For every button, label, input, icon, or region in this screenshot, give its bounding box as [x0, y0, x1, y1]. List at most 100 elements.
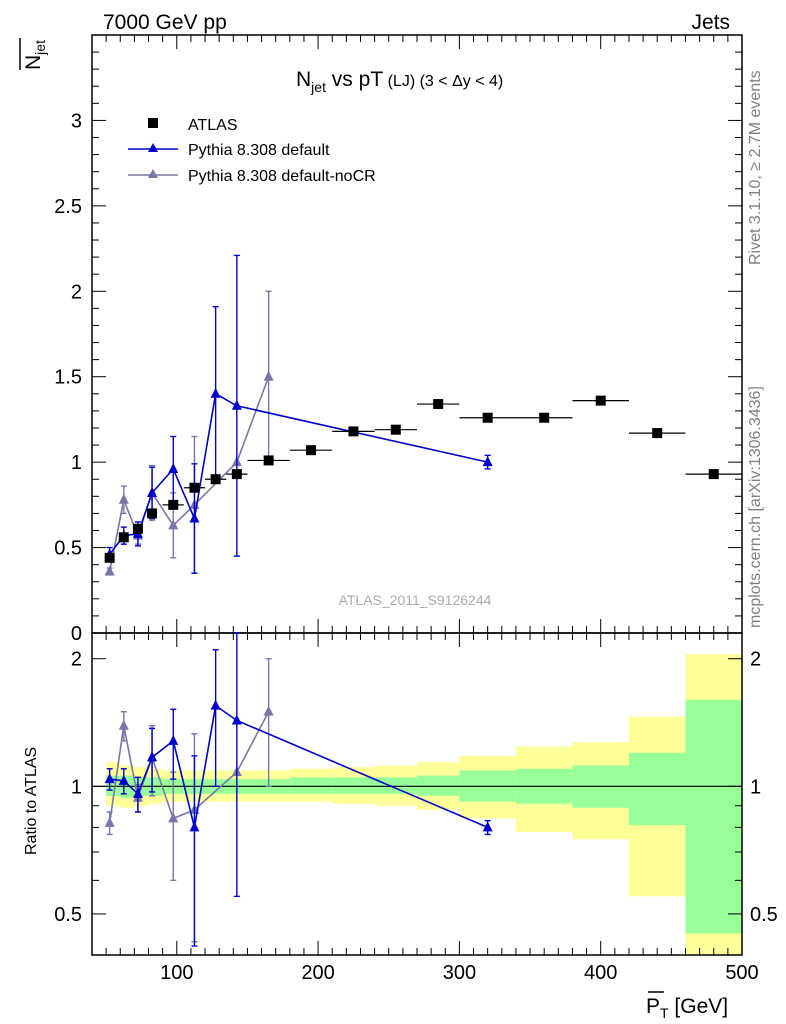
legend-marker-nocr: [148, 169, 158, 178]
mcplots-label: mcplots.cern.ch [arXiv:1306.3436]: [747, 386, 764, 628]
ratio-point-default: [104, 773, 115, 784]
ratio-line-nocr: [108, 711, 270, 823]
band-inner: [628, 752, 686, 826]
data-point-atlas: [390, 424, 401, 435]
ratio-point-default: [189, 821, 200, 832]
legend-marker-default: [148, 143, 158, 152]
main-line-default: [109, 392, 488, 555]
title-region: (LJ) (3 < Δy < 4): [383, 73, 503, 90]
ratio-point-nocr: [263, 705, 274, 716]
legend-marker-atlas: [148, 118, 158, 128]
ratio-ylabel: Ratio to ATLAS: [23, 747, 40, 855]
ylabel-jet-sub: jet: [32, 40, 48, 56]
ratio-ytick-label: 1: [71, 776, 82, 798]
legend: ATLAS Pythia 8.308 default Pythia 8.308 …: [128, 117, 376, 185]
ratio-ytick-label: 2: [71, 649, 82, 671]
main-point-nocr: [118, 493, 129, 504]
main-title: Njet vs pT (LJ) (3 < Δy < 4): [296, 68, 503, 95]
data-point-atlas: [708, 469, 719, 480]
band-inner: [289, 777, 333, 794]
legend-label-atlas: ATLAS: [188, 117, 238, 134]
ylabel-n: N: [22, 55, 45, 70]
main-ylabel: Njet: [19, 38, 48, 70]
rivet-label: Rivet 3.1.10, ≥ 2.7M events: [747, 70, 764, 265]
ratio-point-nocr: [118, 719, 129, 730]
main-point-nocr: [168, 519, 179, 530]
xlabel-t-sub: T: [660, 1005, 669, 1021]
ratio-ytick-label: 0.5: [54, 904, 82, 926]
main-point-default: [168, 462, 179, 473]
data-point-atlas: [118, 532, 129, 543]
ratio-point-default: [231, 714, 242, 725]
data-point-atlas: [168, 499, 179, 510]
data-point-atlas: [306, 445, 317, 456]
xtick-label: 100: [160, 962, 193, 984]
main-ytick-label: 2.5: [54, 196, 82, 218]
band-inner: [374, 777, 417, 794]
collision-label: 7000 GeV pp: [103, 11, 227, 34]
ratio-point-default: [168, 734, 179, 745]
data-point-atlas: [595, 395, 606, 406]
main-point-default: [147, 486, 158, 497]
ratio-point-default: [118, 774, 129, 785]
ratio-point-nocr: [168, 812, 179, 823]
ratio-ytick-label-right: 0.5: [750, 904, 778, 926]
svg-text:Njet: Njet: [22, 40, 48, 70]
main-ytick-label: 0.5: [54, 538, 82, 560]
ratio-point-nocr: [104, 816, 115, 827]
data-point-atlas: [104, 552, 115, 563]
data-point-atlas: [132, 523, 143, 534]
xtick-label: 400: [584, 962, 617, 984]
legend-label-default: Pythia 8.308 default: [188, 142, 330, 159]
band-inner: [332, 777, 375, 794]
data-point-atlas: [539, 412, 550, 423]
data-point-atlas: [482, 412, 493, 423]
title-vs-pt: vs pT: [326, 68, 383, 91]
ratio-bands: [92, 654, 742, 955]
main-point-nocr: [104, 565, 115, 576]
xtick-label: 300: [443, 962, 476, 984]
xtick-label: 200: [301, 962, 334, 984]
xtick-label: 500: [725, 962, 758, 984]
main-line-nocr: [108, 376, 270, 572]
data-point-atlas: [652, 428, 663, 439]
main-ytick-label: 2: [71, 281, 82, 303]
data-point-atlas: [189, 482, 200, 493]
xlabel-unit: [GeV]: [669, 995, 729, 1018]
process-label: Jets: [691, 11, 730, 34]
xlabel-p: P: [646, 995, 660, 1018]
ratio-ytick-label-right: 1: [750, 776, 761, 798]
main-point-default: [189, 512, 200, 523]
analysis-id: ATLAS_2011_S9126244: [339, 592, 492, 608]
axes: 0 0.5 1 1.5 2 2.5 3 100 200 300 400 500 0.5 0.5 1 1 2 2: [54, 34, 778, 984]
main-ytick-label: 1: [71, 452, 82, 474]
ratio-point-default: [132, 787, 143, 798]
legend-label-nocr: Pythia 8.308 default-noCR: [188, 168, 376, 185]
data-point-atlas: [433, 399, 444, 410]
svg-text:PT [GeV]: PT [GeV]: [646, 995, 728, 1021]
main-point-default: [231, 399, 242, 410]
band-inner: [685, 699, 742, 934]
ratio-point-default: [147, 751, 158, 762]
title-n: N: [296, 68, 311, 91]
main-point-default: [210, 387, 221, 398]
data-point-atlas: [210, 474, 221, 485]
xlabel: PT [GeV]: [646, 991, 728, 1021]
band-inner: [417, 775, 460, 796]
main-point-default: [482, 456, 493, 467]
ratio-point-default: [482, 821, 493, 832]
data-point-atlas: [348, 426, 359, 437]
main-series: [104, 254, 742, 576]
title-jet-sub: jet: [310, 79, 326, 95]
main-point-nocr: [263, 370, 274, 381]
data-point-atlas: [231, 469, 242, 480]
ratio-point-default: [210, 699, 221, 710]
ratio-series: [104, 632, 493, 947]
data-point-atlas: [263, 455, 274, 466]
main-ytick-label: 3: [71, 110, 82, 132]
main-ytick-label: 0: [71, 623, 82, 645]
main-ytick-label: 1.5: [54, 367, 82, 389]
ratio-ytick-label-right: 2: [750, 649, 761, 671]
data-point-atlas: [147, 508, 158, 519]
